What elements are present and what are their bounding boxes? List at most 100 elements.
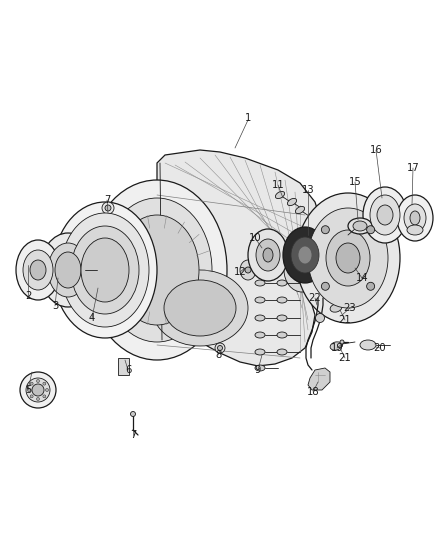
Ellipse shape <box>360 340 376 350</box>
Ellipse shape <box>81 238 129 302</box>
Circle shape <box>30 395 33 398</box>
Ellipse shape <box>287 198 297 206</box>
Ellipse shape <box>410 211 420 225</box>
Ellipse shape <box>277 297 287 303</box>
Ellipse shape <box>16 240 60 300</box>
Text: 13: 13 <box>302 185 314 195</box>
FancyBboxPatch shape <box>118 358 129 375</box>
Circle shape <box>245 267 251 273</box>
Ellipse shape <box>248 229 288 281</box>
Circle shape <box>321 282 329 290</box>
Text: 10: 10 <box>249 233 261 243</box>
Ellipse shape <box>277 332 287 338</box>
Ellipse shape <box>326 230 370 286</box>
Circle shape <box>340 340 344 344</box>
Ellipse shape <box>296 193 400 323</box>
Text: 4: 4 <box>89 313 95 323</box>
Ellipse shape <box>255 245 265 251</box>
Circle shape <box>26 378 50 402</box>
Ellipse shape <box>240 260 256 280</box>
Circle shape <box>105 205 111 211</box>
Ellipse shape <box>55 252 81 288</box>
Circle shape <box>32 384 44 396</box>
Text: 6: 6 <box>125 365 131 375</box>
Ellipse shape <box>53 202 157 338</box>
Text: 23: 23 <box>344 303 356 313</box>
Circle shape <box>102 202 114 214</box>
Ellipse shape <box>277 262 287 268</box>
Ellipse shape <box>377 205 393 225</box>
Ellipse shape <box>284 248 320 292</box>
Ellipse shape <box>23 250 53 290</box>
Ellipse shape <box>277 315 287 321</box>
Text: 21: 21 <box>339 353 351 363</box>
Text: 14: 14 <box>356 273 368 283</box>
Ellipse shape <box>255 349 265 355</box>
Ellipse shape <box>363 187 407 243</box>
Ellipse shape <box>255 280 265 286</box>
Ellipse shape <box>292 257 312 283</box>
Ellipse shape <box>330 304 342 312</box>
Polygon shape <box>308 368 330 390</box>
Text: 21: 21 <box>339 315 351 325</box>
Circle shape <box>43 395 46 398</box>
Ellipse shape <box>407 225 423 235</box>
Text: 18: 18 <box>307 387 319 397</box>
Circle shape <box>30 382 33 385</box>
Ellipse shape <box>277 280 287 286</box>
Text: 12: 12 <box>233 267 246 277</box>
Text: 19: 19 <box>331 343 343 353</box>
Ellipse shape <box>404 204 426 232</box>
Ellipse shape <box>61 213 149 327</box>
Ellipse shape <box>283 227 327 283</box>
Text: 1: 1 <box>245 113 251 123</box>
Ellipse shape <box>48 243 88 297</box>
Text: 7: 7 <box>104 195 110 205</box>
Ellipse shape <box>115 215 199 325</box>
Ellipse shape <box>276 191 285 199</box>
Text: 7: 7 <box>130 430 136 440</box>
Text: 11: 11 <box>272 180 284 190</box>
Ellipse shape <box>102 198 212 342</box>
Circle shape <box>321 225 329 233</box>
Text: 9: 9 <box>255 365 261 375</box>
Text: 2: 2 <box>25 291 31 301</box>
Ellipse shape <box>308 208 388 308</box>
Ellipse shape <box>40 233 96 307</box>
Circle shape <box>36 379 39 383</box>
Ellipse shape <box>255 315 265 321</box>
Ellipse shape <box>336 243 360 273</box>
Ellipse shape <box>295 206 304 214</box>
Circle shape <box>46 389 49 392</box>
Circle shape <box>43 382 46 385</box>
Ellipse shape <box>255 262 265 268</box>
Text: 8: 8 <box>215 350 221 360</box>
Ellipse shape <box>298 246 312 264</box>
Circle shape <box>131 411 135 416</box>
Ellipse shape <box>71 226 139 314</box>
Text: 15: 15 <box>349 177 361 187</box>
Ellipse shape <box>353 221 367 231</box>
Circle shape <box>20 372 56 408</box>
Ellipse shape <box>330 342 342 350</box>
Polygon shape <box>148 150 320 366</box>
Ellipse shape <box>152 270 248 346</box>
Ellipse shape <box>255 297 265 303</box>
Text: 20: 20 <box>374 343 386 353</box>
Text: 16: 16 <box>370 145 382 155</box>
Ellipse shape <box>263 248 273 262</box>
Circle shape <box>367 225 374 233</box>
Ellipse shape <box>348 218 372 234</box>
Ellipse shape <box>87 180 227 360</box>
Circle shape <box>367 282 374 290</box>
Circle shape <box>28 389 31 392</box>
Ellipse shape <box>255 332 265 338</box>
Ellipse shape <box>256 239 280 271</box>
Ellipse shape <box>291 237 319 273</box>
Ellipse shape <box>370 195 400 235</box>
Ellipse shape <box>397 195 433 241</box>
Circle shape <box>36 398 39 400</box>
Ellipse shape <box>277 349 287 355</box>
Ellipse shape <box>30 260 46 280</box>
Ellipse shape <box>255 365 265 371</box>
